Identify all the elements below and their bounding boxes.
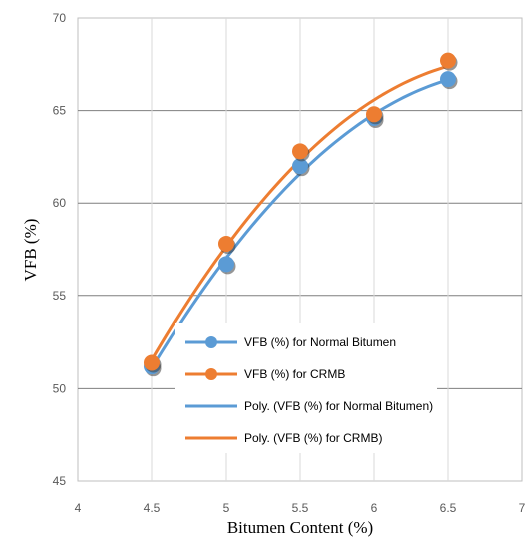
legend-marker-0 <box>205 336 217 348</box>
data-point-series-0 <box>440 71 456 88</box>
data-points <box>144 52 458 377</box>
legend-label-1: VFB (%) for CRMB <box>244 367 345 381</box>
data-point-series-0 <box>218 256 234 273</box>
data-point-series-1 <box>144 354 160 371</box>
data-point-series-1 <box>366 106 382 123</box>
x-tick-label: 4.5 <box>144 501 161 515</box>
data-point-series-1 <box>292 143 308 160</box>
y-tick-label: 45 <box>53 474 67 488</box>
data-point-series-1 <box>440 52 456 69</box>
legend-label-3: Poly. (VFB (%) for CRMB) <box>244 431 382 445</box>
x-tick-labels: 4 4.5 5 5.5 6 6.5 7 <box>75 501 526 515</box>
x-tick-label: 5 <box>223 501 230 515</box>
x-tick-label: 6 <box>371 501 378 515</box>
x-tick-label: 4 <box>75 501 82 515</box>
y-tick-label: 50 <box>53 381 67 395</box>
legend-box <box>175 323 437 453</box>
x-axis-title: Bitumen Content (%) <box>227 518 373 537</box>
legend-marker-1 <box>205 368 217 380</box>
data-point-series-1 <box>218 235 234 252</box>
x-tick-label: 5.5 <box>292 501 309 515</box>
x-tick-label: 7 <box>519 501 526 515</box>
y-tick-label: 60 <box>53 196 67 210</box>
y-axis-title: VFB (%) <box>21 219 40 282</box>
legend-label-0: VFB (%) for Normal Bitumen <box>244 335 396 349</box>
y-tick-label: 55 <box>53 289 67 303</box>
y-tick-labels: 45 50 55 60 65 70 <box>53 11 67 488</box>
y-tick-label: 65 <box>53 104 67 118</box>
y-tick-label: 70 <box>53 11 67 25</box>
legend-label-2: Poly. (VFB (%) for Normal Bitumen) <box>244 399 433 413</box>
data-point-series-0 <box>292 158 308 175</box>
x-tick-label: 6.5 <box>440 501 457 515</box>
legend: VFB (%) for Normal Bitumen VFB (%) for CR… <box>185 335 433 445</box>
